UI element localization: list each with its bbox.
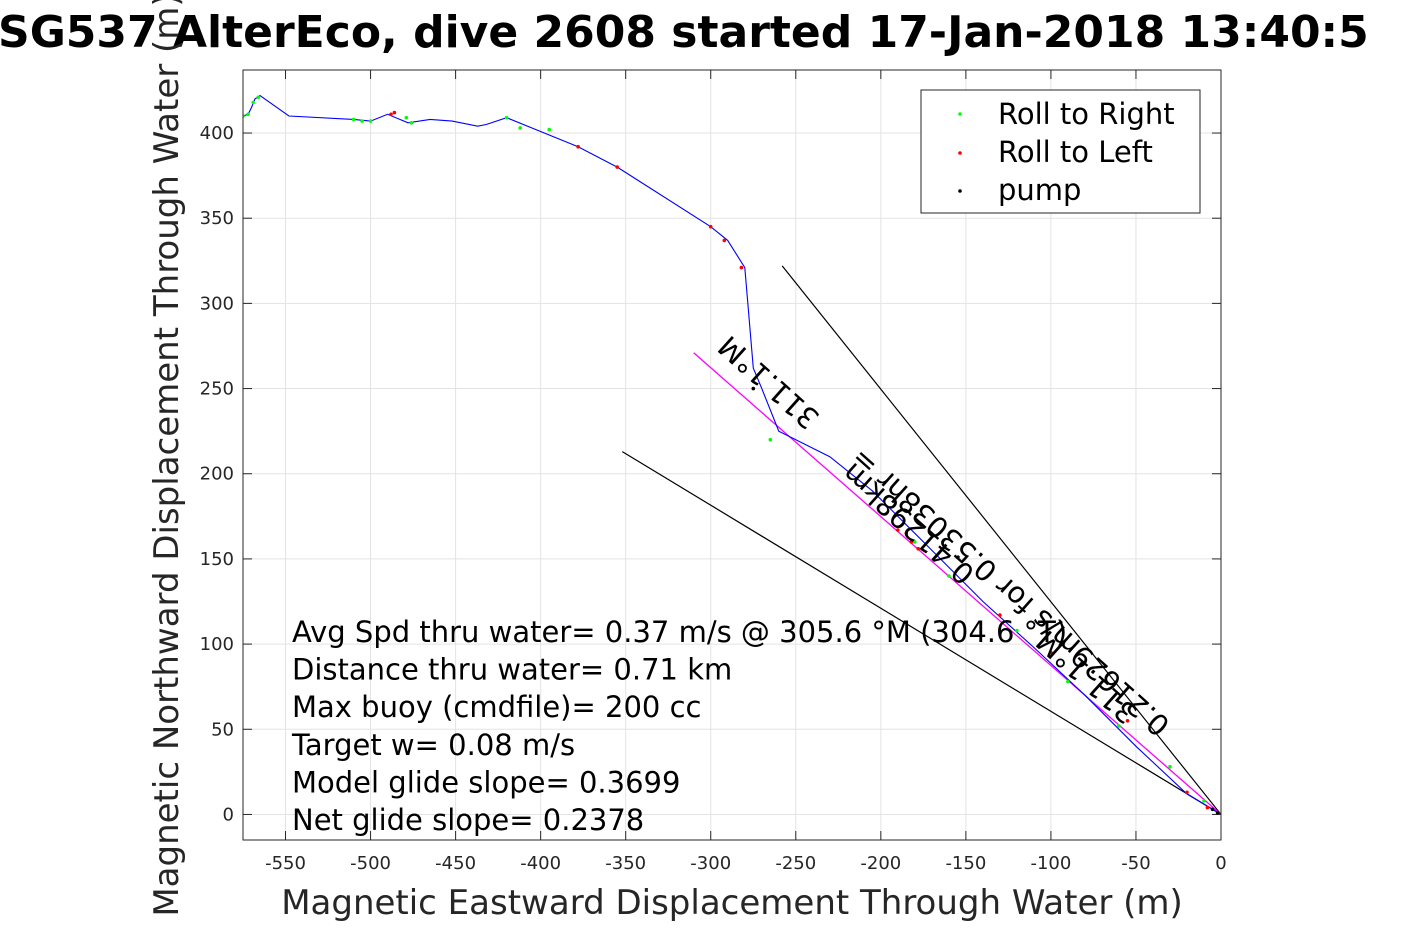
x-tick-label: -150 bbox=[945, 853, 986, 874]
y-tick-label: 300 bbox=[200, 293, 234, 314]
model-heading-line bbox=[693, 352, 1221, 815]
roll-right-point bbox=[251, 100, 255, 105]
legend-box bbox=[920, 89, 1201, 214]
roll-left-point bbox=[1185, 790, 1189, 795]
legend-label-roll-left: Roll to Left bbox=[998, 135, 1153, 169]
roll-left-point bbox=[998, 613, 1002, 617]
roll-left-point bbox=[1205, 805, 1210, 810]
annotation-line: Max buoy (cmdfile)= 200 cc bbox=[292, 690, 701, 724]
annotation-line: Distance thru water= 0.71 km bbox=[292, 653, 732, 687]
data-points bbox=[243, 95, 1220, 815]
legend-marker-roll-left bbox=[958, 151, 962, 155]
x-tick-label: -200 bbox=[860, 853, 901, 874]
pump-point bbox=[751, 386, 756, 391]
roll-left-point bbox=[392, 110, 397, 115]
pump-point bbox=[1215, 810, 1220, 815]
roll-right-point bbox=[1202, 799, 1206, 803]
annotations: Avg Spd thru water= 0.37 m/s @ 305.6 °M … bbox=[291, 615, 1067, 837]
roll-left-point bbox=[1049, 650, 1053, 655]
annotation-line: Avg Spd thru water= 0.37 m/s @ 305.6 °M … bbox=[292, 615, 1067, 649]
x-tick-label: -500 bbox=[350, 853, 391, 874]
legend-label-pump: pump bbox=[998, 173, 1081, 207]
roll-right-point bbox=[1015, 628, 1019, 633]
roll-left-point bbox=[916, 546, 920, 551]
y-tick-label: 250 bbox=[200, 379, 234, 400]
roll-left-point bbox=[739, 265, 744, 270]
y-tick-label: 400 bbox=[200, 123, 234, 144]
roll-right-point bbox=[256, 95, 261, 100]
roll-right-point bbox=[360, 119, 364, 123]
roll-left-point bbox=[896, 528, 900, 532]
axis-ticks: -550 -500 -450 -400 -350 -300 -250 -200 -150 -100… bbox=[200, 70, 1227, 874]
roll-left-point bbox=[708, 224, 713, 229]
roll-left-point bbox=[904, 531, 909, 536]
roll-right-point bbox=[368, 119, 373, 123]
chart-title: SG537 AlterEco, dive 2608 started 17-Jan… bbox=[0, 7, 1369, 58]
y-tick-label: 100 bbox=[200, 634, 234, 655]
plot-frame bbox=[242, 69, 1222, 841]
x-tick-label: -300 bbox=[690, 853, 731, 874]
x-tick-label: -50 bbox=[1121, 853, 1150, 874]
roll-right-point bbox=[1066, 679, 1070, 684]
y-tick-label: 200 bbox=[200, 464, 234, 485]
x-tick-label: -550 bbox=[265, 853, 306, 874]
annotation-line: Net glide slope= 0.2378 bbox=[292, 803, 644, 837]
legend-marker-roll-right bbox=[958, 112, 962, 116]
roll-left-point bbox=[615, 165, 619, 169]
roll-left-point bbox=[576, 144, 580, 149]
cone-line-upper bbox=[781, 265, 1221, 815]
roll-right-point bbox=[351, 117, 356, 122]
legend-label-roll-right: Roll to Right bbox=[998, 97, 1175, 131]
cone-line-lower bbox=[621, 451, 1221, 815]
x-axis-label: Magnetic Eastward Displacement Through W… bbox=[281, 883, 1183, 923]
roll-left-point bbox=[1125, 719, 1130, 723]
roll-right-point bbox=[246, 112, 250, 117]
y-tick-label: 150 bbox=[200, 549, 234, 570]
roll-right-point bbox=[768, 437, 773, 442]
legend-marker-pump bbox=[958, 189, 962, 193]
pump-point bbox=[1210, 807, 1215, 812]
y-tick-label: 350 bbox=[200, 208, 234, 229]
annotation-line: Target w= 0.08 m/s bbox=[291, 728, 575, 762]
x-tick-label: -350 bbox=[605, 853, 646, 874]
roll-left-point bbox=[722, 238, 727, 243]
roll-right-point bbox=[547, 127, 551, 132]
roll-right-point bbox=[504, 115, 509, 120]
roll-left-point bbox=[909, 540, 914, 544]
x-tick-label: -450 bbox=[435, 853, 476, 874]
legend: Roll to Right Roll to Left pump bbox=[920, 89, 1201, 214]
x-tick-label: 0 bbox=[1215, 853, 1226, 874]
roll-right-point bbox=[1168, 764, 1172, 769]
roll-right-point bbox=[913, 540, 917, 544]
y-axis-label: Magnetic Northward Displacement Through … bbox=[147, 0, 187, 917]
roll-right-point bbox=[947, 574, 951, 578]
x-tick-label: -400 bbox=[520, 853, 561, 874]
y-tick-label: 0 bbox=[223, 804, 234, 825]
roll-right-point bbox=[518, 126, 522, 130]
x-tick-label: -250 bbox=[775, 853, 816, 874]
y-tick-label: 50 bbox=[211, 719, 234, 740]
annotation-line: Model glide slope= 0.3699 bbox=[292, 765, 680, 799]
roll-right-point bbox=[1117, 724, 1121, 728]
roll-right-point bbox=[404, 115, 409, 120]
roll-right-point bbox=[409, 121, 414, 125]
roll-left-point bbox=[389, 112, 393, 117]
x-tick-label: -100 bbox=[1030, 853, 1071, 874]
